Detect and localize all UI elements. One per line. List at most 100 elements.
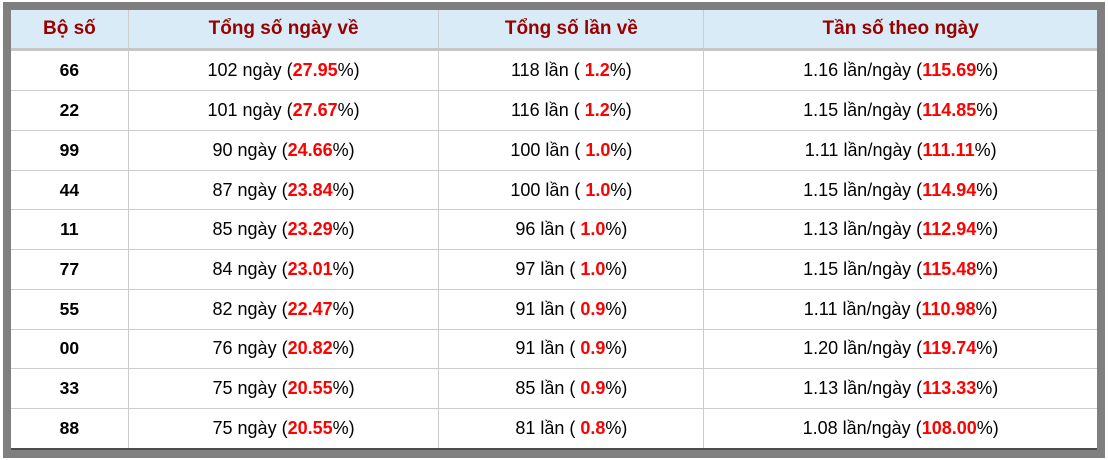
times-value: 118 lần ( (510, 60, 585, 81)
pair-number-cell: 99 (11, 130, 129, 171)
pair-number-cell: 11 (11, 209, 129, 250)
times-suffix: %) (609, 60, 632, 81)
days-suffix: %) (332, 378, 355, 398)
daily-frequency-cell: 1.15 lần/ngày (115.48%) (703, 249, 1097, 290)
total-times-cell: 91 lần ( 0.9%) (438, 328, 704, 369)
total-times-cell: 85 lần ( 0.9%) (438, 368, 704, 409)
freq-suffix: %) (976, 179, 999, 200)
table-row: 22 101 ngày (27.67%) 116 lần ( 1.2%) 1.1… (11, 90, 1097, 131)
days-suffix: %) (337, 100, 360, 121)
pair-number-cell: 22 (11, 90, 129, 131)
days-value: 85 ngày ( (212, 219, 288, 240)
freq-value: 1.15 lần/ngày ( (803, 100, 923, 121)
days-value: 87 ngày ( (212, 179, 288, 200)
times-suffix: %) (609, 100, 632, 121)
daily-frequency-cell: 1.08 lần/ngày (108.00%) (703, 407, 1097, 450)
times-value: 91 lần ( (515, 338, 581, 359)
total-times-cell: 100 lần ( 1.0%) (438, 169, 704, 210)
table-row: 77 84 ngày (23.01%) 97 lần ( 1.0%) 1.15 … (11, 249, 1097, 290)
freq-percent: 114.85 (922, 100, 977, 121)
days-percent: 22.47 (287, 298, 333, 319)
freq-suffix: %) (975, 298, 998, 319)
daily-frequency-cell: 1.15 lần/ngày (114.85%) (703, 90, 1097, 131)
table-row: 00 76 ngày (20.82%) 91 lần ( 0.9%) 1.20 … (11, 328, 1097, 369)
days-value: 82 ngày ( (212, 298, 288, 319)
pair-number-cell: 44 (11, 169, 129, 210)
times-percent: 0.8 (580, 417, 606, 438)
table-row: 33 75 ngày (20.55%) 85 lần ( 0.9%) 1.13 … (11, 368, 1097, 409)
days-percent: 20.55 (287, 378, 333, 398)
times-value: 100 lần ( (510, 179, 586, 200)
days-value: 75 ngày ( (212, 378, 288, 398)
daily-frequency-cell: 1.16 lần/ngày (115.69%) (703, 49, 1097, 91)
days-suffix: %) (332, 298, 355, 319)
total-days-cell: 75 ngày (20.55%) (127, 368, 439, 409)
freq-value: 1.15 lần/ngày ( (803, 179, 923, 200)
total-times-cell: 81 lần ( 0.8%) (438, 407, 704, 450)
table-row: 88 75 ngày (20.55%) 81 lần ( 0.8%) 1.08 … (11, 407, 1097, 450)
times-suffix: %) (605, 258, 628, 279)
times-value: 96 lần ( (515, 219, 581, 240)
total-days-cell: 82 ngày (22.47%) (127, 288, 439, 329)
total-days-cell: 75 ngày (20.55%) (127, 407, 439, 450)
pair-number-cell: 00 (11, 328, 129, 369)
days-value: 102 ngày ( (207, 60, 293, 81)
freq-percent: 115.48 (922, 258, 977, 279)
times-percent: 0.9 (580, 338, 606, 359)
days-suffix: %) (332, 417, 355, 438)
times-suffix: %) (610, 179, 633, 200)
table-row: 44 87 ngày (23.84%) 100 lần ( 1.0%) 1.15… (11, 169, 1097, 210)
days-value: 84 ngày ( (212, 258, 288, 279)
daily-frequency-cell: 1.20 lần/ngày (119.74%) (703, 328, 1097, 369)
freq-value: 1.16 lần/ngày ( (803, 60, 923, 81)
table-row: 11 85 ngày (23.29%) 96 lần ( 1.0%) 1.13 … (11, 209, 1097, 250)
times-value: 91 lần ( (515, 298, 581, 319)
days-value: 101 ngày ( (207, 100, 293, 121)
freq-percent: 112.94 (922, 219, 977, 240)
col-header-total-times: Tổng số lần về (438, 10, 704, 51)
days-value: 76 ngày ( (212, 338, 288, 359)
times-percent: 1.2 (584, 100, 610, 121)
col-header-daily-frequency: Tần số theo ngày (703, 10, 1097, 51)
pair-number-cell: 66 (11, 49, 129, 91)
freq-suffix: %) (976, 100, 999, 121)
times-percent: 1.0 (580, 258, 606, 279)
times-value: 100 lần ( (510, 139, 586, 160)
days-percent: 23.29 (287, 219, 333, 240)
pair-number-cell: 77 (11, 249, 129, 290)
days-suffix: %) (332, 219, 355, 240)
col-header-pair-number: Bộ số (11, 10, 129, 51)
total-times-cell: 96 lần ( 1.0%) (438, 209, 704, 250)
times-percent: 1.0 (585, 139, 611, 160)
total-times-cell: 91 lần ( 0.9%) (438, 288, 704, 329)
times-value: 97 lần ( (515, 258, 581, 279)
freq-suffix: %) (976, 60, 999, 81)
freq-value: 1.11 lần/ngày ( (803, 298, 922, 319)
days-suffix: %) (337, 60, 360, 81)
days-percent: 24.66 (287, 139, 333, 160)
daily-frequency-cell: 1.11 lần/ngày (111.11%) (703, 130, 1097, 171)
times-suffix: %) (605, 298, 628, 319)
freq-value: 1.13 lần/ngày ( (803, 378, 923, 398)
total-times-cell: 116 lần ( 1.2%) (438, 90, 704, 131)
days-suffix: %) (332, 258, 355, 279)
times-percent: 1.0 (580, 219, 606, 240)
freq-percent: 119.74 (922, 338, 977, 359)
daily-frequency-cell: 1.13 lần/ngày (112.94%) (703, 209, 1097, 250)
days-value: 75 ngày ( (212, 417, 288, 438)
days-percent: 20.82 (287, 338, 333, 359)
freq-value: 1.20 lần/ngày ( (803, 338, 923, 359)
pair-number-cell: 55 (11, 288, 129, 329)
days-suffix: %) (332, 179, 355, 200)
times-value: 85 lần ( (515, 378, 581, 398)
total-times-cell: 97 lần ( 1.0%) (438, 249, 704, 290)
days-value: 90 ngày ( (212, 139, 288, 160)
times-suffix: %) (610, 139, 633, 160)
days-percent: 27.95 (292, 60, 338, 81)
freq-suffix: %) (976, 417, 999, 438)
total-days-cell: 84 ngày (23.01%) (127, 249, 439, 290)
freq-percent: 113.33 (922, 378, 977, 398)
times-suffix: %) (605, 338, 628, 359)
table-row: 99 90 ngày (24.66%) 100 lần ( 1.0%) 1.11… (11, 130, 1097, 171)
freq-percent: 114.94 (922, 179, 977, 200)
